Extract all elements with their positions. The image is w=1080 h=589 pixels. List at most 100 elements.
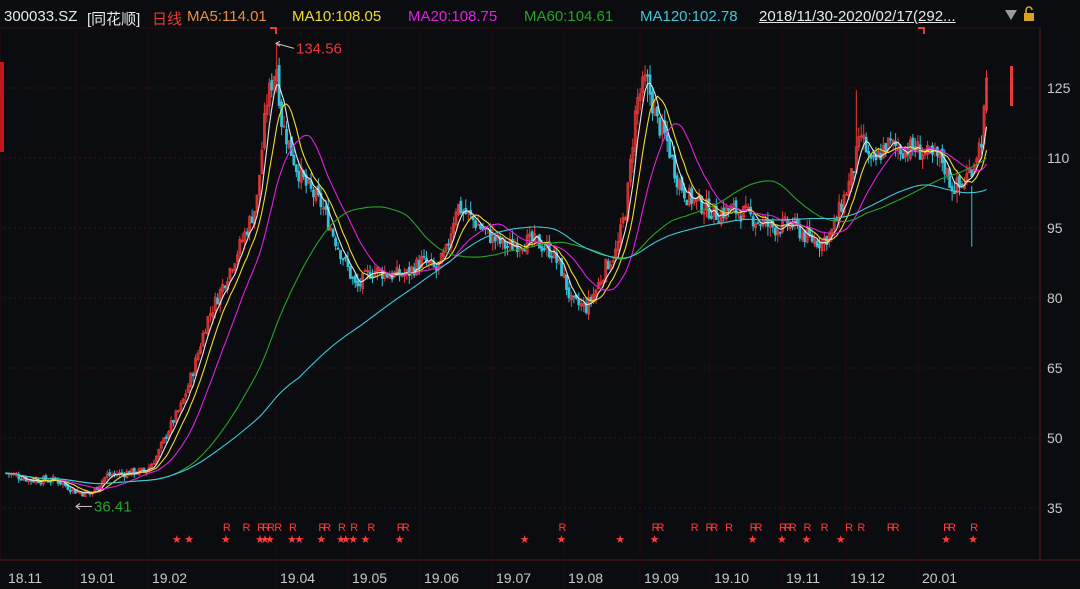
candle-body bbox=[702, 211, 706, 215]
candle-body bbox=[407, 266, 411, 276]
candle-body bbox=[810, 234, 814, 242]
candle-body bbox=[103, 476, 107, 482]
signal-r-label: R bbox=[223, 522, 231, 534]
signal-star-icon: ★ bbox=[255, 534, 265, 546]
candle-body bbox=[307, 179, 311, 183]
candle-body bbox=[621, 217, 625, 224]
candle-body bbox=[542, 248, 546, 251]
signal-star-icon: ★ bbox=[748, 534, 758, 546]
candle-body bbox=[822, 237, 826, 245]
candle-body bbox=[818, 243, 821, 249]
candle-body bbox=[921, 154, 925, 160]
signal-r-label: R bbox=[289, 522, 297, 534]
candle-body bbox=[540, 246, 544, 252]
candle-body bbox=[194, 357, 198, 376]
candle-body bbox=[61, 482, 65, 485]
candle-body bbox=[231, 269, 234, 272]
chart-header: 300033.SZ [同花顺] 日线 MA5:114.01 MA10:108.0… bbox=[0, 0, 1080, 32]
candle-body bbox=[366, 270, 369, 273]
candle-body bbox=[17, 475, 21, 480]
candle-body bbox=[945, 168, 949, 176]
candle-body bbox=[201, 332, 205, 347]
candle-body bbox=[751, 216, 755, 227]
signal-r-label: R bbox=[267, 522, 275, 534]
candle-body bbox=[285, 129, 288, 145]
candle-body bbox=[832, 218, 836, 230]
date-range-label[interactable]: 2018/11/30-2020/02/17(292... bbox=[759, 8, 956, 25]
candle-body bbox=[371, 275, 374, 278]
x-tick-label: 19.09 bbox=[644, 570, 679, 586]
candle-body bbox=[872, 155, 875, 158]
ma60-label[interactable]: MA60:104.61 bbox=[524, 8, 614, 25]
candle-body bbox=[258, 174, 261, 196]
candle-body bbox=[852, 171, 856, 173]
lock-icon[interactable] bbox=[1022, 6, 1036, 22]
candle-body bbox=[552, 249, 556, 259]
signal-star-icon: ★ bbox=[650, 534, 660, 546]
y-tick-label: 95 bbox=[1047, 220, 1063, 236]
range-start-marker bbox=[270, 27, 277, 34]
candle-body bbox=[570, 295, 573, 301]
ma5-label[interactable]: MA5:114.01 bbox=[187, 8, 267, 25]
candle-body bbox=[68, 489, 72, 492]
candle-body bbox=[250, 216, 254, 224]
candle-body bbox=[538, 234, 541, 249]
candle-body bbox=[339, 250, 342, 259]
y-tick-label: 110 bbox=[1047, 150, 1070, 166]
candle-body bbox=[515, 243, 519, 253]
candle-body bbox=[791, 222, 794, 228]
candle-body bbox=[678, 180, 681, 190]
candle-body bbox=[523, 249, 527, 252]
y-tick-label: 35 bbox=[1047, 500, 1063, 516]
candle-body bbox=[189, 372, 193, 387]
candle-body bbox=[918, 144, 922, 160]
candle-body bbox=[442, 251, 446, 257]
candle-body bbox=[213, 296, 217, 312]
candle-body bbox=[710, 215, 713, 219]
candle-body bbox=[636, 96, 640, 114]
ma20-label[interactable]: MA20:108.75 bbox=[408, 8, 498, 25]
candle-body bbox=[859, 135, 863, 138]
dropdown-triangle-icon[interactable] bbox=[1004, 8, 1018, 22]
low-value-label: 36.41 bbox=[94, 498, 132, 515]
candle-body bbox=[221, 284, 225, 292]
candle-body bbox=[184, 393, 188, 398]
candle-body bbox=[737, 212, 740, 215]
candle-body bbox=[820, 240, 824, 252]
candle-body bbox=[265, 104, 269, 115]
candle-body bbox=[687, 187, 691, 206]
ma5-line bbox=[6, 82, 988, 494]
candle-body bbox=[862, 134, 866, 139]
candle-body bbox=[619, 224, 622, 243]
signal-r-label: R bbox=[706, 522, 714, 534]
candle-body bbox=[744, 204, 748, 208]
candle-body bbox=[304, 174, 308, 186]
signal-star-icon: ★ bbox=[395, 534, 405, 546]
candle-body bbox=[646, 74, 649, 77]
x-tick-label: 19.05 bbox=[352, 570, 387, 586]
period-label[interactable]: 日线 bbox=[152, 11, 183, 28]
candle-body bbox=[638, 93, 642, 102]
candle-body bbox=[493, 236, 497, 242]
signal-r-label: R bbox=[397, 522, 405, 534]
candle-body bbox=[321, 207, 325, 210]
signal-star-icon: ★ bbox=[287, 534, 297, 546]
candle-body bbox=[756, 222, 760, 224]
signal-star-icon: ★ bbox=[615, 534, 625, 546]
ma10-label[interactable]: MA10:108.05 bbox=[292, 8, 382, 25]
candle-body bbox=[452, 222, 455, 235]
candle-body bbox=[427, 261, 431, 264]
signal-star-icon: ★ bbox=[348, 534, 358, 546]
candle-body bbox=[555, 252, 559, 263]
low-arrow-icon bbox=[75, 503, 81, 510]
candle-body bbox=[275, 69, 279, 81]
signal-r-label: R bbox=[755, 522, 763, 534]
x-tick-label: 19.01 bbox=[80, 570, 115, 586]
signal-r-label: R bbox=[350, 522, 358, 534]
candle-body bbox=[19, 478, 23, 481]
ma120-label[interactable]: MA120:102.78 bbox=[640, 8, 738, 25]
candle-body bbox=[874, 153, 878, 161]
candle-body bbox=[943, 159, 947, 175]
candle-body bbox=[773, 227, 777, 236]
signal-star-icon: ★ bbox=[361, 534, 371, 546]
